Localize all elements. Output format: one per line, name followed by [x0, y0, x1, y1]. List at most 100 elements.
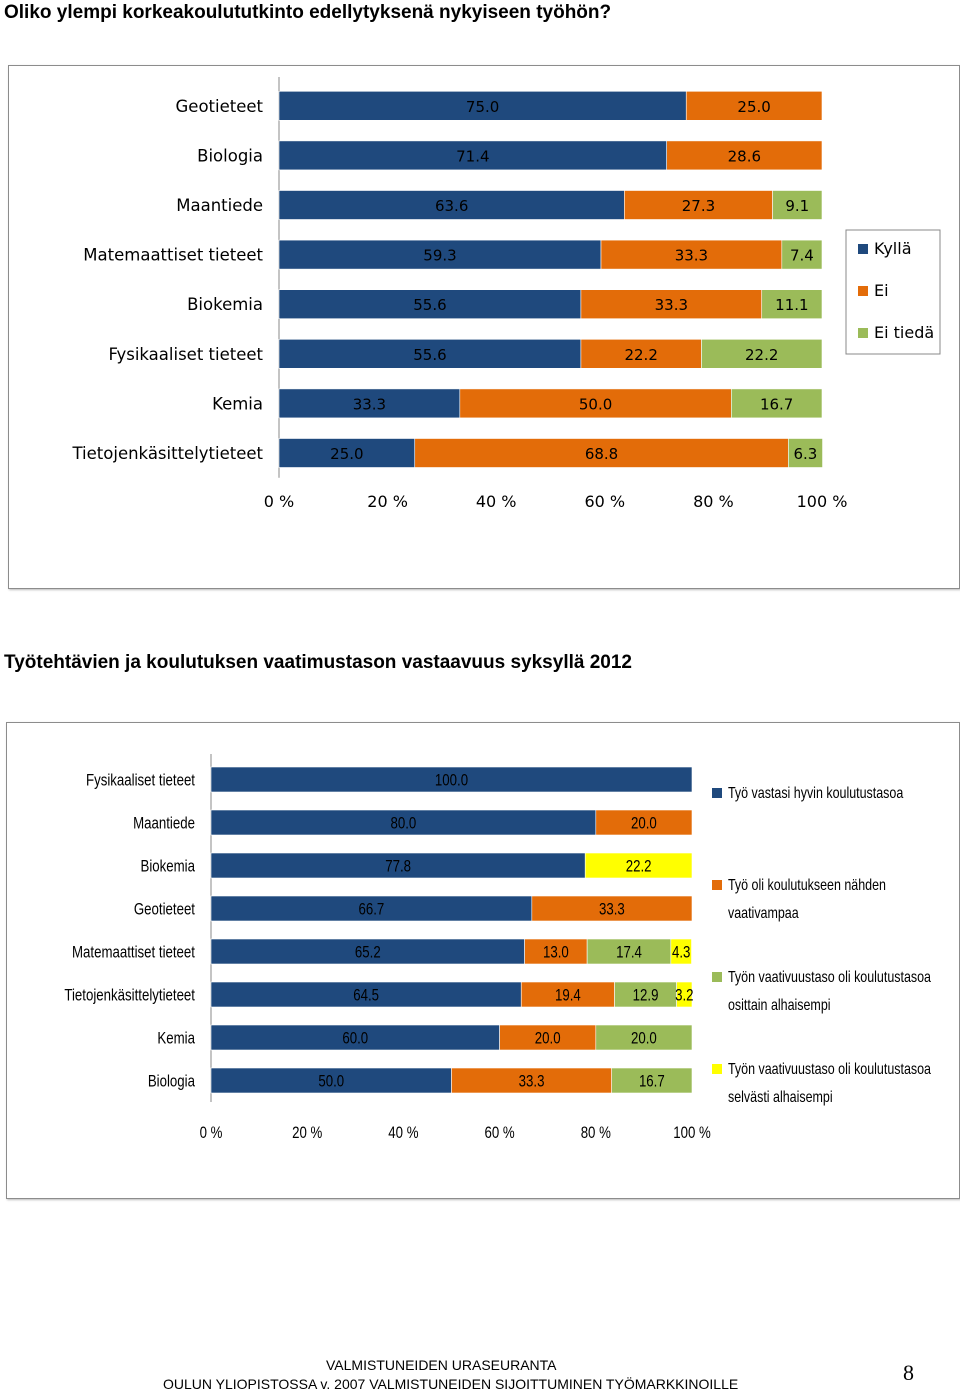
chart1-data-label: 75.0: [466, 98, 499, 116]
chart1-data-label: 28.6: [728, 147, 761, 165]
chart2-category-label: Biokemia: [141, 857, 196, 876]
chart2-legend-swatch: [712, 1064, 722, 1074]
chart2-legend-swatch: [712, 880, 722, 890]
chart2-bar-ty-n-vaativuustaso-oli-koulutustasoa-selv-sti-alhaisempi: [676, 981, 693, 1008]
chart2-bar-ty-oli-koulutukseen-n-hden-vaativampaa: [451, 1067, 612, 1094]
chart1-bar-ei-tied-: [731, 388, 823, 419]
chart2-category-label: Tietojenkäsittelytieteet: [64, 986, 195, 1005]
chart1-data-label: 7.4: [790, 247, 814, 265]
chart2-bar-ty-vastasi-hyvin-koulutustasoa: [210, 981, 522, 1008]
chart1-category-label: Fysikaaliset tieteet: [109, 345, 264, 364]
chart1-x-tick-label: 40 %: [476, 492, 517, 511]
chart2-legend-swatch: [712, 972, 722, 982]
chart1-data-label: 33.3: [675, 247, 708, 265]
chart2-bar-ty-vastasi-hyvin-koulutustasoa: [210, 852, 586, 879]
chart1-bar-ei: [600, 239, 783, 270]
chart1-legend-label: Ei tiedä: [874, 323, 934, 342]
chart1-legend-swatch: [858, 328, 868, 338]
chart1-data-label: 55.6: [413, 296, 446, 314]
chart1-data-label: 22.2: [745, 346, 778, 364]
chart1-category-label: Tietojenkäsittelytieteet: [71, 444, 263, 463]
chart1-x-tick-label: 100 %: [797, 492, 848, 511]
chart1-bar-ei-tied-: [701, 338, 823, 369]
chart1-bar-kyll-: [278, 338, 582, 369]
chart1-data-label: 50.0: [579, 395, 612, 413]
chart2-bar-ty-vastasi-hyvin-koulutustasoa: [210, 1067, 452, 1094]
chart2-bar-ty-n-vaativuustaso-oli-koulutustasoa-osittain-alhaisempi: [611, 1067, 693, 1094]
chart1-data-label: 27.3: [682, 197, 715, 215]
chart2-category-label: Biologia: [148, 1072, 196, 1091]
chart2-legend-label: selvästi alhaisempi: [728, 1089, 833, 1107]
chart2-legend-label: Työ oli koulutukseen nähden: [728, 877, 886, 895]
chart2-data-label: 80.0: [391, 814, 417, 833]
chart1-bar-kyll-: [278, 239, 602, 270]
chart2-data-label: 20.0: [631, 1029, 657, 1048]
chart1-data-label: 16.7: [760, 395, 793, 413]
chart1-data-label: 11.1: [775, 296, 808, 314]
chart1-category-label: Maantiede: [176, 196, 263, 215]
chart1-bar-ei-tied-: [761, 289, 823, 320]
chart2-data-label: 22.2: [626, 857, 652, 876]
chart2-data-label: 100.0: [435, 771, 468, 790]
footer-line-1: VALMISTUNEIDEN URASEURANTA: [326, 1357, 557, 1373]
chart1-bar-kyll-: [278, 289, 582, 320]
chart1-data-label: 68.8: [585, 445, 618, 463]
chart2-data-label: 17.4: [616, 943, 642, 962]
chart2-bar-ty-n-vaativuustaso-oli-koulutustasoa-selv-sti-alhaisempi: [584, 852, 693, 879]
section-title: Työtehtävien ja koulutuksen vaatimustaso…: [4, 652, 632, 673]
chart1-bar-ei-tied-: [772, 190, 823, 220]
page-title: Oliko ylempi korkeakoulututkinto edellyt…: [4, 2, 612, 23]
chart1-category-label: Kemia: [212, 394, 263, 413]
chart2-legend-label: Työ vastasi hyvin koulutustasoa: [728, 785, 903, 803]
chart2-bar-ty-oli-koulutukseen-n-hden-vaativampaa: [520, 981, 615, 1008]
chart2-bar-ty-n-vaativuustaso-oli-koulutustasoa-selv-sti-alhaisempi: [670, 938, 692, 965]
chart2-legend-label: vaativampaa: [728, 905, 799, 923]
chart1-bar-ei: [459, 388, 732, 419]
chart1-data-label: 25.0: [330, 445, 363, 463]
chart1-data-label: 22.2: [624, 346, 657, 364]
chart2-data-label: 19.4: [555, 986, 581, 1005]
chart2-bar-ty-vastasi-hyvin-koulutustasoa: [210, 1024, 500, 1051]
chart2-data-label: 50.0: [318, 1072, 344, 1091]
chart1-bar-kyll-: [278, 91, 687, 121]
chart2-data-label: 65.2: [355, 943, 381, 962]
chart1-data-label: 63.6: [435, 197, 468, 215]
chart1-data-label: 25.0: [737, 98, 770, 116]
chart1-x-tick-label: 80 %: [693, 492, 734, 511]
chart1-legend-label: Ei: [874, 281, 889, 300]
chart2-data-label: 12.9: [633, 986, 659, 1005]
chart1-bar-kyll-: [278, 190, 625, 220]
chart2-data-label: 4.3: [672, 943, 690, 962]
chart1-bar-ei: [666, 140, 823, 171]
chart2-category-label: Fysikaaliset tieteet: [86, 771, 196, 790]
chart1-bar-ei-tied-: [788, 438, 823, 468]
chart1-x-tick-label: 0 %: [264, 492, 294, 511]
chart2-x-tick-label: 0 %: [200, 1124, 223, 1143]
chart1-data-label: 71.4: [456, 147, 489, 165]
chart1-bar-ei: [685, 91, 823, 121]
chart1-bar-ei: [580, 289, 763, 320]
chart2-data-label: 33.3: [519, 1072, 545, 1091]
chart1-bar-ei: [624, 190, 773, 220]
chart2-legend-label: osittain alhaisempi: [728, 997, 831, 1015]
chart2-bar-ty-vastasi-hyvin-koulutustasoa: [210, 766, 693, 793]
chart2-data-label: 33.3: [599, 900, 625, 919]
chart2-legend-swatch: [712, 788, 722, 798]
chart1-data-label: 6.3: [794, 445, 818, 463]
chart1-category-label: Geotieteet: [176, 97, 264, 116]
chart-1: Geotieteet 75.0 25.0 Biologia 71.4 28.6 Maanti…: [71, 77, 941, 511]
chart1-bar-kyll-: [278, 140, 668, 171]
chart2-data-label: 3.2: [675, 986, 693, 1005]
chart-2: Fysikaaliset tieteet 100.0 Maantiede 80.0 20…: [64, 754, 931, 1143]
chart1-legend-swatch: [858, 244, 868, 254]
chart2-legend-label: Työn vaativuustaso oli koulutustasoa: [728, 969, 931, 987]
chart2-x-tick-label: 80 %: [581, 1124, 611, 1143]
chart1-category-label: Biologia: [197, 146, 263, 165]
chart2-data-label: 77.8: [385, 857, 411, 876]
chart1-x-tick-label: 20 %: [367, 492, 408, 511]
chart2-data-label: 60.0: [342, 1029, 368, 1048]
chart2-data-label: 66.7: [359, 900, 385, 919]
page-number: 8: [903, 1360, 914, 1385]
chart1-data-label: 33.3: [353, 395, 386, 413]
footer-line-2: OULUN YLIOPISTOSSA v. 2007 VALMISTUNEIDE…: [163, 1376, 739, 1392]
